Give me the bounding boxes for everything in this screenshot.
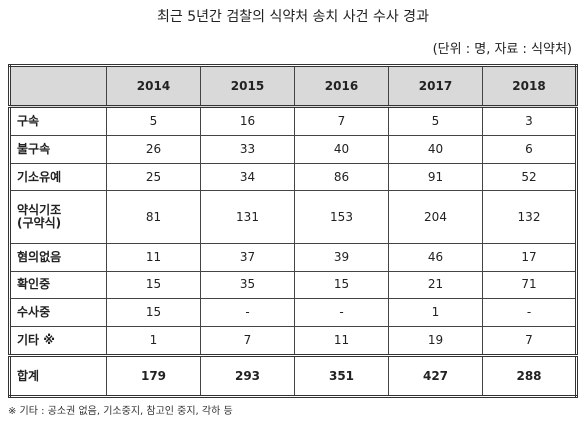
table-cell: 46 — [388, 243, 483, 272]
table-row: 기소유예 25 34 86 91 52 — [9, 162, 577, 192]
table-cell: 34 — [200, 162, 295, 192]
table-cell: 288 — [482, 354, 577, 397]
table-cell: 25 — [106, 162, 201, 192]
table-cell: 15 — [106, 298, 201, 327]
data-table: 2014 2015 2016 2017 2018 구속 5 16 7 5 3 불구속 26 33 40 40 6… — [8, 64, 578, 398]
table-cell: 81 — [106, 190, 201, 245]
footnote: ※ 기타 : 공소권 없음, 기소중지, 참고인 중지, 각하 등 — [8, 406, 233, 417]
table-cell: 40 — [294, 135, 389, 164]
table-cell: 1 — [106, 325, 201, 357]
table-cell: 132 — [482, 190, 577, 245]
table-cell: 204 — [388, 190, 483, 245]
table-row: 확인중 15 35 15 21 71 — [9, 270, 577, 300]
row-label: 확인중 — [9, 270, 107, 300]
table-cell: 3 — [482, 105, 577, 137]
row-label: 약식기조 (구약식) — [9, 190, 107, 245]
total-row: 합계 179 293 351 427 288 — [9, 354, 577, 397]
table-cell: 52 — [482, 162, 577, 192]
row-label: 혐의없음 — [9, 243, 107, 272]
header-cell: 2015 — [200, 65, 295, 108]
table-cell: 5 — [388, 105, 483, 137]
table-cell: 11 — [106, 243, 201, 272]
table-cell: 131 — [200, 190, 295, 245]
table-cell: 15 — [294, 270, 389, 300]
table-cell: 35 — [200, 270, 295, 300]
header-cell: 2017 — [388, 65, 483, 108]
table-cell: 7 — [200, 325, 295, 357]
table-cell: - — [294, 298, 389, 327]
header-cell: 2014 — [106, 65, 201, 108]
table-cell: - — [200, 298, 295, 327]
table-cell: 7 — [294, 105, 389, 137]
table-cell: 293 — [200, 354, 295, 397]
table-row: 불구속 26 33 40 40 6 — [9, 135, 577, 164]
table-cell: 39 — [294, 243, 389, 272]
row-label: 구속 — [9, 105, 107, 137]
table-cell: 7 — [482, 325, 577, 357]
table-cell: 19 — [388, 325, 483, 357]
table-cell: 26 — [106, 135, 201, 164]
header-row: 2014 2015 2016 2017 2018 — [9, 65, 577, 108]
table-cell: 351 — [294, 354, 389, 397]
table-cell: 6 — [482, 135, 577, 164]
table-cell: - — [482, 298, 577, 327]
table-cell: 21 — [388, 270, 483, 300]
table-cell: 1 — [388, 298, 483, 327]
table-row: 기타 ※ 1 7 11 19 7 — [9, 325, 577, 357]
table-cell: 11 — [294, 325, 389, 357]
table-cell: 5 — [106, 105, 201, 137]
table-cell: 86 — [294, 162, 389, 192]
header-cell: 2018 — [482, 65, 577, 108]
table-cell: 33 — [200, 135, 295, 164]
row-label: 기타 ※ — [9, 325, 107, 357]
title: 최근 5년간 검찰의 식약처 송치 사건 수사 경과 — [157, 9, 429, 25]
row-label: 합계 — [9, 354, 107, 397]
table-cell: 153 — [294, 190, 389, 245]
table-cell: 71 — [482, 270, 577, 300]
unit-note: (단위 : 명, 자료 : 식약처) — [432, 42, 572, 57]
row-label: 기소유예 — [9, 162, 107, 192]
table-cell: 16 — [200, 105, 295, 137]
table-cell: 427 — [388, 354, 483, 397]
table-row: 혐의없음 11 37 39 46 17 — [9, 243, 577, 272]
table-cell: 15 — [106, 270, 201, 300]
table-row: 약식기조 (구약식) 81 131 153 204 132 — [9, 190, 577, 245]
row-label: 불구속 — [9, 135, 107, 164]
table-row: 수사중 15- -1- — [9, 298, 577, 327]
table-cell: 17 — [482, 243, 577, 272]
table-cell: 91 — [388, 162, 483, 192]
row-label: 수사중 — [9, 298, 107, 327]
header-cell — [9, 65, 107, 108]
table-body: 2014 2015 2016 2017 2018 구속 5 16 7 5 3 불구속 26 33 40 40 6… — [9, 65, 577, 397]
table-cell: 179 — [106, 354, 201, 397]
table-row: 구속 5 16 7 5 3 — [9, 105, 577, 137]
header-cell: 2016 — [294, 65, 389, 108]
table-cell: 37 — [200, 243, 295, 272]
table-cell: 40 — [388, 135, 483, 164]
